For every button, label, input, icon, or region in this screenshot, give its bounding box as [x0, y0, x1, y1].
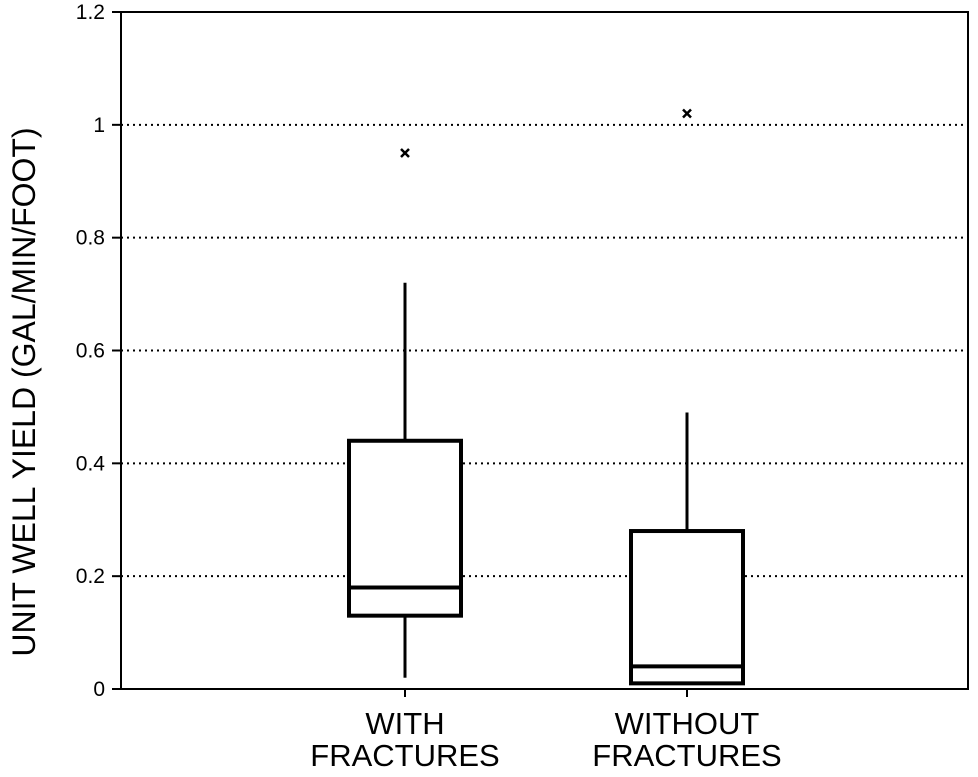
- box-2: [629, 108, 745, 686]
- boxes: [347, 108, 745, 686]
- y-axis-title: UNIT WELL YIELD (GAL/MIN/FOOT): [6, 127, 42, 656]
- iqr-box: [629, 529, 745, 686]
- y-tick-label: 0.4: [76, 452, 106, 475]
- y-tick-label: 0.6: [76, 340, 105, 363]
- y-tick-label: 0: [93, 678, 105, 701]
- y-tick-label: 1.2: [76, 1, 105, 24]
- outlier-marker: [682, 108, 692, 119]
- box-1: [347, 148, 463, 678]
- y-axis-ticks: 0 0.2 0.4 0.6 0.8 1 1.2: [76, 1, 121, 701]
- x-tick-label: WITHOUT: [615, 706, 760, 741]
- y-tick-label: 0.8: [76, 227, 105, 250]
- outlier-marker: [400, 148, 410, 158]
- gridlines: [121, 123, 968, 578]
- x-tick-label: FRACTURES: [592, 738, 781, 773]
- y-tick-label: 1: [93, 114, 105, 137]
- x-tick-label: WITH: [365, 706, 444, 741]
- plot-frame: [120, 11, 969, 690]
- y-tick-label: 0.2: [76, 565, 105, 588]
- x-tick-label: FRACTURES: [310, 738, 499, 773]
